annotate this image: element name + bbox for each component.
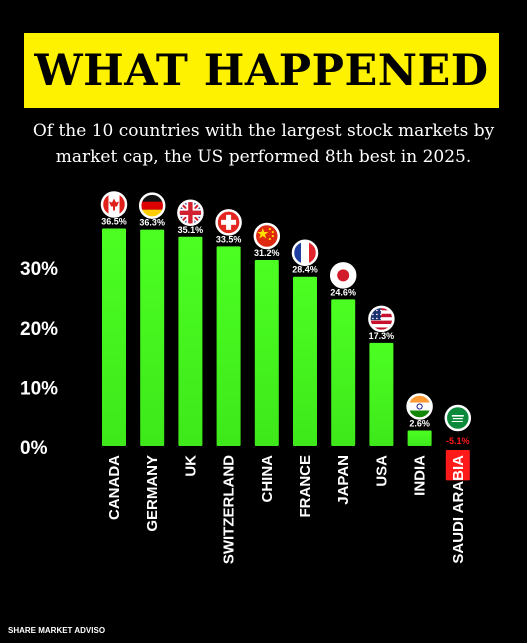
x-tick-label: CHINA xyxy=(259,455,276,503)
flag-switzerland-icon xyxy=(215,209,242,236)
bar xyxy=(293,276,317,446)
bar xyxy=(254,260,279,446)
x-tick-label: UK xyxy=(182,455,199,477)
flag-india-icon xyxy=(406,393,433,420)
flag-japan-icon xyxy=(329,262,357,289)
y-tick-label: 10% xyxy=(20,378,58,399)
bar xyxy=(102,228,126,446)
bar xyxy=(369,342,394,446)
flag-usa-icon xyxy=(368,305,395,333)
x-tick-label: FRANCE xyxy=(297,455,314,518)
bar xyxy=(216,246,241,446)
x-tick-label: GERMANY xyxy=(144,455,161,532)
source-label: SHARE MARKET ADVISO xyxy=(8,626,106,635)
data-label: 33.5% xyxy=(216,234,242,244)
flag-canada-icon xyxy=(100,191,128,218)
x-tick-label: JAPAN xyxy=(335,455,352,505)
data-label: 36.3% xyxy=(139,218,165,228)
data-label: 28.4% xyxy=(292,265,318,275)
page-subtitle: Of the 10 countries with the largest sto… xyxy=(32,121,495,167)
bar xyxy=(407,430,432,446)
data-label: -5.1% xyxy=(446,436,470,446)
x-tick-label: USA xyxy=(373,455,390,487)
x-tick-label: SWITZERLAND xyxy=(221,455,238,564)
x-tick-label: CANADA xyxy=(106,455,123,520)
data-label: 24.6% xyxy=(330,287,356,297)
data-label: 17.3% xyxy=(369,331,395,341)
flag-germany-icon xyxy=(138,192,166,219)
x-tick-label: SAUDI ARABIA xyxy=(450,455,467,564)
page-title: WHAT HAPPENED xyxy=(34,45,489,96)
flag-saudi-arabia-icon xyxy=(444,404,472,432)
flag-france-icon xyxy=(291,239,319,266)
y-tick-label: 20% xyxy=(20,319,58,340)
x-tick-label: INDIA xyxy=(412,455,429,496)
data-label: 36.5% xyxy=(101,216,127,226)
flag-china-icon xyxy=(253,222,281,250)
flag-uk-icon xyxy=(177,199,204,227)
data-label: 31.2% xyxy=(254,248,280,258)
data-label: 2.6% xyxy=(409,419,430,429)
y-tick-label: 0% xyxy=(20,438,48,459)
bar xyxy=(445,450,470,481)
bar xyxy=(140,229,165,446)
data-label: 35.1% xyxy=(178,225,204,235)
bar xyxy=(178,236,203,446)
title-banner: WHAT HAPPENED xyxy=(24,33,499,108)
y-tick-label: 30% xyxy=(20,259,58,280)
bar xyxy=(331,299,356,446)
